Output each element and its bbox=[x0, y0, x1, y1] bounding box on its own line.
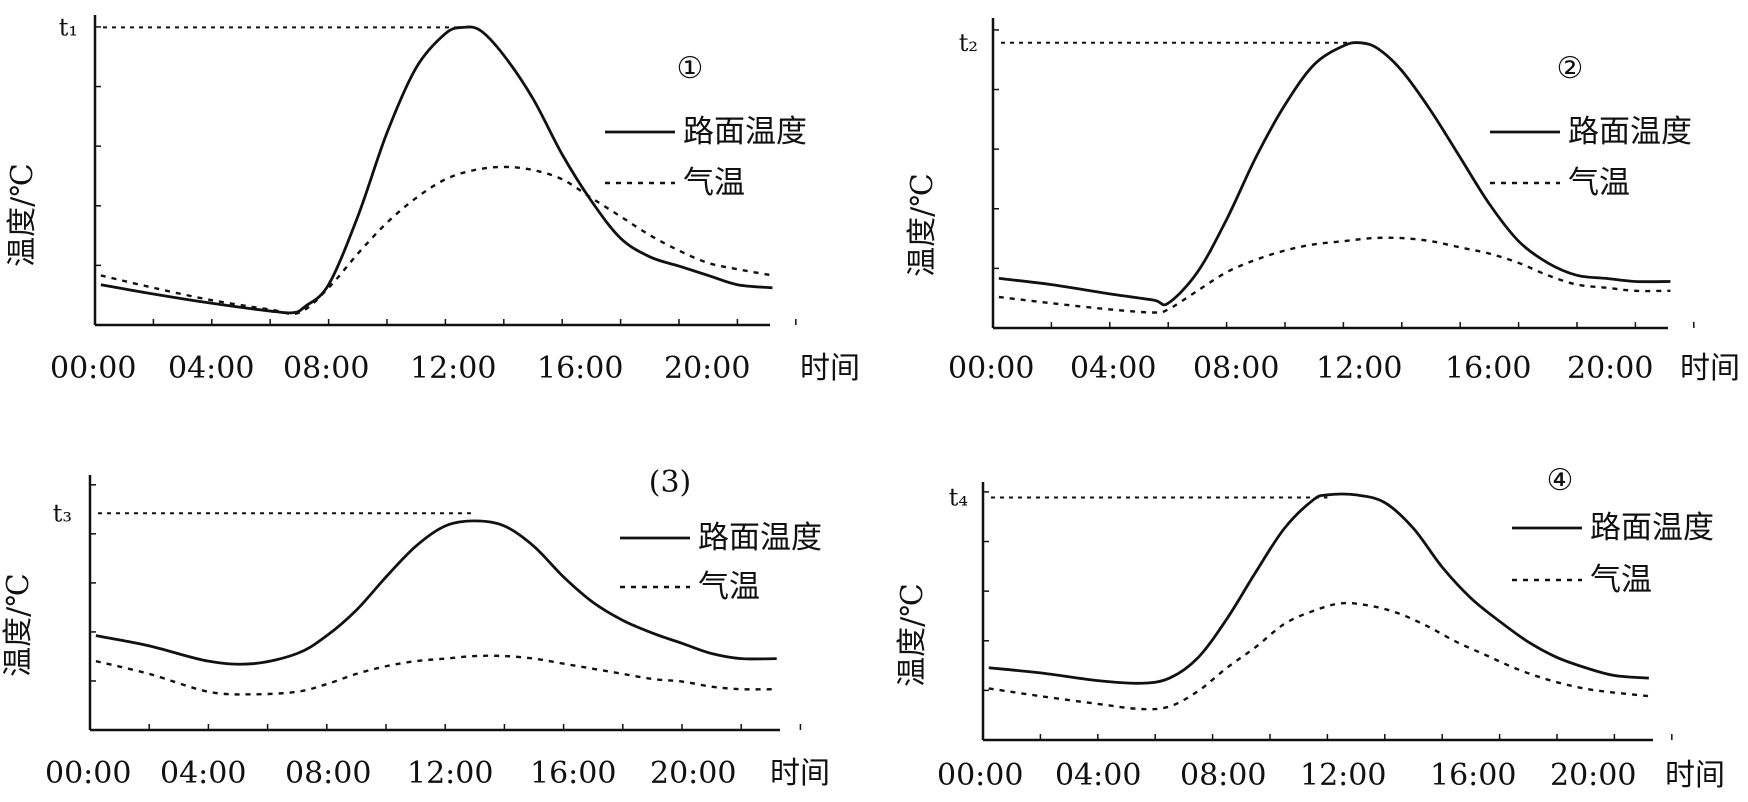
chart-panel-3: 00:00 04:00 08:00 12:00 16:00 20:00 时间 温度/℃ (3) t… bbox=[1, 465, 830, 791]
legend-label-air-temp: 气温 bbox=[683, 165, 745, 201]
x-tick-label: 08:00 bbox=[285, 756, 371, 791]
x-axis-label: 时间 bbox=[800, 351, 860, 386]
x-tick-label: 00:00 bbox=[948, 351, 1034, 386]
series-line-air-temp bbox=[998, 236, 1671, 314]
series-line-air-temp bbox=[988, 601, 1649, 711]
x-tick-label: 16:00 bbox=[537, 351, 623, 386]
panel-number: (3) bbox=[649, 465, 692, 500]
x-tick-label: 12:00 bbox=[410, 351, 496, 386]
t-label: t₄ bbox=[949, 483, 968, 511]
y-axis-label: 温度/℃ bbox=[1, 573, 36, 677]
x-tick-label: 20:00 bbox=[650, 756, 736, 791]
legend-label-air-temp: 气温 bbox=[1568, 165, 1630, 201]
x-tick-label: 04:00 bbox=[1070, 351, 1156, 386]
x-tick-label: 16:00 bbox=[530, 756, 616, 791]
x-tick-label: 12:00 bbox=[407, 756, 493, 791]
legend-label-road-temp: 路面温度 bbox=[1568, 114, 1692, 150]
x-tick-label: 12:00 bbox=[1300, 758, 1386, 793]
x-tick-label: 12:00 bbox=[1316, 351, 1402, 386]
panel-number: ② bbox=[1557, 51, 1584, 86]
x-tick-label: 04:00 bbox=[168, 351, 254, 386]
legend-label-road-temp: 路面温度 bbox=[1590, 510, 1714, 546]
x-axis-label: 时间 bbox=[1680, 351, 1740, 386]
x-tick-label: 00:00 bbox=[50, 351, 136, 386]
y-axis-label: 温度/℃ bbox=[895, 583, 930, 687]
x-tick-label: 16:00 bbox=[1445, 351, 1531, 386]
x-tick-label: 20:00 bbox=[1567, 351, 1653, 386]
chart-panel-4: 00:00 04:00 08:00 12:00 16:00 20:00 时间 温度/℃ ④ t₄ 路… bbox=[895, 463, 1725, 793]
chart-panel-1: 00:00 04:00 08:00 12:00 16:00 20:00 时间 温度/℃ ① t₁ 路… bbox=[5, 13, 860, 386]
panel-number: ① bbox=[677, 51, 704, 86]
x-tick-label: 00:00 bbox=[45, 756, 131, 791]
t-label: t₁ bbox=[59, 13, 78, 41]
legend-label-air-temp: 气温 bbox=[698, 569, 760, 605]
x-tick-label: 04:00 bbox=[1055, 758, 1141, 793]
series-line-road-temp bbox=[988, 492, 1649, 685]
x-axis-label: 时间 bbox=[1665, 758, 1725, 793]
series-line-road-temp bbox=[100, 25, 773, 315]
y-axis-label: 温度/℃ bbox=[905, 173, 940, 277]
x-axis-label: 时间 bbox=[770, 756, 830, 791]
legend-label-road-temp: 路面温度 bbox=[698, 520, 822, 556]
t-label: t₂ bbox=[959, 29, 978, 57]
legend-label-air-temp: 气温 bbox=[1590, 562, 1652, 598]
x-tick-label: 00:00 bbox=[937, 758, 1023, 793]
x-tick-label: 08:00 bbox=[1180, 758, 1266, 793]
x-tick-label: 16:00 bbox=[1430, 758, 1516, 793]
x-tick-label: 20:00 bbox=[664, 351, 750, 386]
series-line-air-temp bbox=[95, 654, 777, 696]
t-label: t₃ bbox=[53, 499, 72, 527]
panel-number: ④ bbox=[1547, 463, 1574, 498]
chart-panel-2: 00:00 04:00 08:00 12:00 16:00 20:00 时间 温度/℃ ② t₂ 路… bbox=[905, 18, 1740, 386]
x-tick-label: 08:00 bbox=[283, 351, 369, 386]
series-line-road-temp bbox=[95, 519, 777, 666]
x-tick-label: 04:00 bbox=[160, 756, 246, 791]
series-line-road-temp bbox=[998, 41, 1671, 307]
x-tick-label: 08:00 bbox=[1193, 351, 1279, 386]
y-axis-label: 温度/℃ bbox=[5, 163, 40, 267]
x-tick-label: 20:00 bbox=[1550, 758, 1636, 793]
series-line-air-temp bbox=[100, 165, 773, 316]
legend-label-road-temp: 路面温度 bbox=[683, 114, 807, 150]
